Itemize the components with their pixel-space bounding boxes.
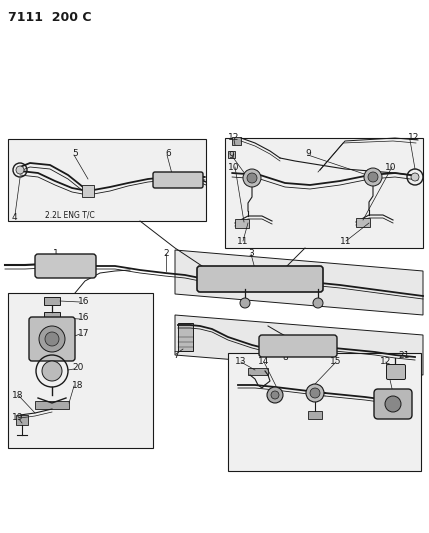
Bar <box>356 218 370 227</box>
Bar <box>235 219 249 228</box>
Bar <box>248 368 268 375</box>
Text: 10: 10 <box>228 163 239 172</box>
Text: 16: 16 <box>78 296 90 305</box>
Text: 20: 20 <box>72 364 83 373</box>
Circle shape <box>310 388 320 398</box>
Text: 6: 6 <box>165 149 171 157</box>
Bar <box>228 353 421 471</box>
FancyBboxPatch shape <box>259 335 337 357</box>
Text: 14: 14 <box>258 357 269 366</box>
Circle shape <box>271 391 279 399</box>
Circle shape <box>306 384 324 402</box>
Bar <box>82 185 94 197</box>
Text: 2: 2 <box>163 248 169 257</box>
Text: 17: 17 <box>78 328 90 337</box>
Text: 1: 1 <box>53 248 59 257</box>
Text: 5: 5 <box>72 149 78 157</box>
Circle shape <box>364 168 382 186</box>
Bar <box>44 297 60 305</box>
Text: 12: 12 <box>408 133 420 142</box>
Text: 11: 11 <box>237 238 248 246</box>
Circle shape <box>39 326 65 352</box>
Bar <box>178 323 193 351</box>
Text: 3: 3 <box>248 248 254 257</box>
Bar <box>44 312 60 320</box>
Text: 7: 7 <box>173 351 179 359</box>
Circle shape <box>42 361 62 381</box>
FancyBboxPatch shape <box>29 317 75 361</box>
FancyBboxPatch shape <box>197 266 323 292</box>
Bar <box>308 411 322 419</box>
FancyBboxPatch shape <box>387 365 405 379</box>
Text: 10: 10 <box>385 163 396 172</box>
Bar <box>225 138 423 248</box>
Bar <box>8 139 206 221</box>
Text: 9: 9 <box>305 149 311 157</box>
Bar <box>8 293 153 448</box>
Text: 18: 18 <box>12 391 24 400</box>
Text: 4: 4 <box>12 213 18 222</box>
Polygon shape <box>175 250 423 315</box>
Bar <box>228 151 235 158</box>
Bar <box>35 401 69 409</box>
Circle shape <box>385 396 401 412</box>
FancyBboxPatch shape <box>374 389 412 419</box>
Text: 7111  200 C: 7111 200 C <box>8 11 91 24</box>
Text: 11: 11 <box>340 238 351 246</box>
Text: 19: 19 <box>12 414 24 423</box>
Circle shape <box>313 298 323 308</box>
Text: 18: 18 <box>72 381 84 390</box>
Text: 13: 13 <box>235 357 247 366</box>
Circle shape <box>411 173 419 181</box>
FancyBboxPatch shape <box>153 172 203 188</box>
Circle shape <box>45 332 59 346</box>
Bar <box>232 137 241 145</box>
Circle shape <box>243 169 261 187</box>
Circle shape <box>16 166 24 174</box>
Text: 16: 16 <box>78 313 90 322</box>
Text: 15: 15 <box>330 357 341 366</box>
Circle shape <box>247 173 257 183</box>
Circle shape <box>267 387 283 403</box>
Text: 2.2L ENG T/C: 2.2L ENG T/C <box>45 211 95 220</box>
Bar <box>16 415 28 425</box>
Text: 8: 8 <box>282 353 288 362</box>
FancyBboxPatch shape <box>35 254 96 278</box>
Text: 21: 21 <box>398 351 409 359</box>
Circle shape <box>240 298 250 308</box>
Circle shape <box>368 172 378 182</box>
Text: 12: 12 <box>380 357 391 366</box>
Text: 9: 9 <box>228 150 234 159</box>
Text: 12: 12 <box>228 133 239 142</box>
Polygon shape <box>175 315 423 375</box>
